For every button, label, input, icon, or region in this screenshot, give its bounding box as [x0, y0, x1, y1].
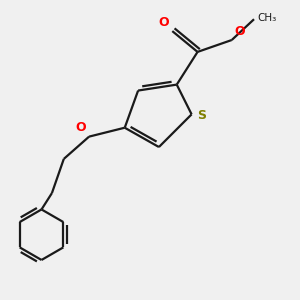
Text: O: O [75, 121, 86, 134]
Text: O: O [234, 25, 245, 38]
Text: S: S [197, 109, 206, 122]
Text: CH₃: CH₃ [258, 13, 277, 23]
Text: O: O [158, 16, 169, 29]
